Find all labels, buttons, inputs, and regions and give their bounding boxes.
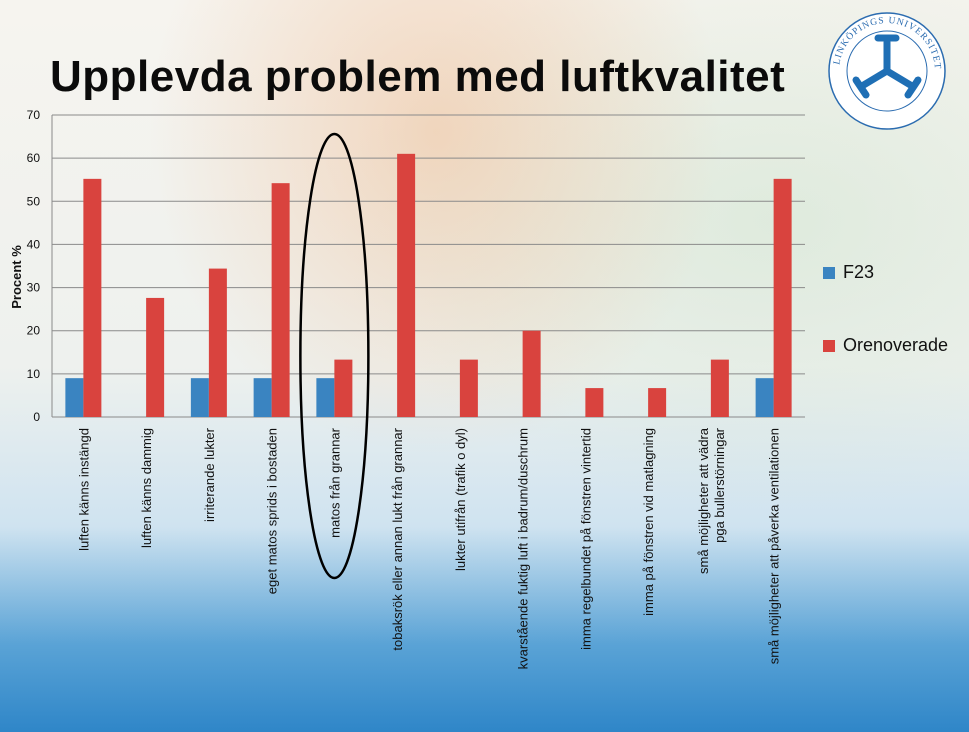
x-tick-label: imma på fönstren vid matlagning — [641, 428, 656, 616]
x-tick-label: små möjligheter att vädra — [696, 427, 711, 574]
bar-orenoverade — [271, 183, 290, 417]
slide-title: Upplevda problem med luftkvalitet — [50, 52, 786, 101]
y-tick-label: 40 — [27, 237, 41, 251]
bar-f23 — [190, 378, 209, 417]
bar-orenoverade — [146, 297, 165, 417]
bar-f23 — [316, 378, 335, 417]
legend-item-orenoverade: Orenoverade — [823, 335, 948, 356]
y-tick-label: 30 — [27, 281, 41, 295]
x-tick-label: små möjligheter att påverka ventilatione… — [767, 428, 782, 664]
bar-f23 — [755, 378, 774, 417]
y-tick-label: 60 — [27, 151, 41, 165]
bar-orenoverade — [83, 178, 102, 417]
bar-orenoverade — [710, 359, 729, 417]
bar-f23 — [253, 378, 272, 417]
logo-emblem — [852, 34, 922, 99]
x-tick-label: tobaksrök eller annan lukt från grannar — [390, 427, 405, 650]
legend-swatch-f23 — [823, 266, 835, 279]
bar-orenoverade — [334, 359, 353, 417]
university-logo: LINKÖPINGS UNIVERSITET — [828, 12, 946, 130]
bar-orenoverade — [585, 388, 604, 417]
legend-label-orenoverade: Orenoverade — [843, 335, 949, 355]
y-tick-label: 20 — [27, 324, 41, 338]
bar-orenoverade — [208, 268, 227, 417]
bar-orenoverade — [522, 330, 541, 417]
x-tick-label: eget matos sprids i bostaden — [265, 428, 280, 594]
highlight-ellipse — [299, 132, 370, 580]
bar-orenoverade — [459, 359, 478, 417]
x-tick-label: irriterande lukter — [202, 427, 217, 522]
x-tick-label: pga bullerstörningar — [712, 427, 727, 543]
x-tick-label: matos från grannar — [327, 427, 342, 538]
legend-label-f23: F23 — [843, 262, 875, 282]
y-tick-label: 70 — [27, 108, 41, 122]
bar-orenoverade — [397, 153, 416, 418]
x-tick-label: kvarstående fuktig luft i badrum/duschru… — [516, 428, 531, 669]
x-tick-label: lukter utifrån (trafik o dyl) — [453, 428, 468, 571]
legend-item-f23: F23 — [823, 262, 874, 283]
bar-orenoverade — [648, 388, 667, 417]
y-tick-label: 50 — [27, 194, 41, 208]
y-tick-label: 0 — [33, 410, 40, 424]
y-axis-title: Procent % — [9, 245, 24, 309]
x-tick-label: imma regelbundet på fönstren vintertid — [578, 428, 593, 650]
y-tick-label: 10 — [27, 367, 41, 381]
legend-swatch-orenoverade — [823, 339, 835, 352]
bar-orenoverade — [773, 178, 792, 417]
bar-f23 — [65, 378, 84, 417]
x-tick-label: luften känns dammig — [139, 428, 154, 548]
x-tick-label: luften känns instängd — [76, 428, 91, 551]
